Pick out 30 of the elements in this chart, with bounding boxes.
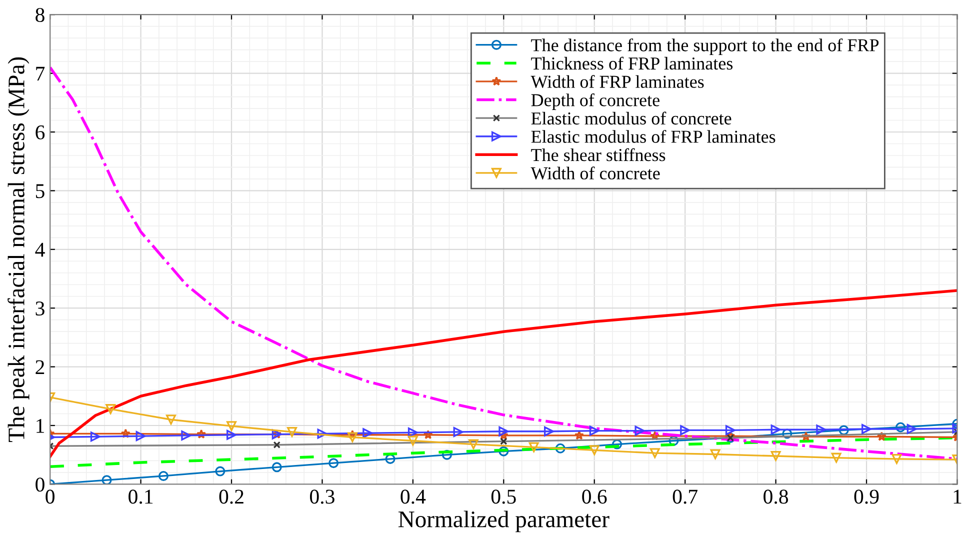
x-tick-label: 0.3: [310, 490, 334, 504]
y-tick-label: 3: [36, 302, 44, 316]
x-tick-label: 1: [954, 490, 962, 504]
legend-label: The shear stiffness: [531, 148, 666, 162]
x-axis-title: Normalized parameter: [398, 510, 610, 532]
legend-label: Elastic modulus of FRP laminates: [531, 130, 776, 143]
y-tick-label: 8: [36, 8, 44, 22]
x-tick-label: 0.4: [400, 490, 426, 504]
x-tick-label: 0.8: [764, 490, 788, 504]
legend-label: Width of FRP laminates: [530, 75, 704, 88]
x-tick-label: 0.7: [672, 490, 698, 504]
y-axis-title: The peak interfacial normal stress (MPa): [8, 57, 30, 442]
legend-label: Thickness of FRP laminates: [531, 56, 733, 70]
y-tick-label: 6: [36, 125, 45, 140]
x-tick-label: 0.5: [491, 490, 516, 504]
legend-label: Elastic modulus of concrete: [531, 112, 732, 125]
y-tick-label: 7: [36, 66, 45, 81]
y-tick-label: 4: [35, 242, 45, 257]
x-tick-label: 0: [46, 490, 54, 504]
y-tick-label: 5: [36, 184, 44, 198]
x-tick-label: 0.2: [219, 490, 244, 504]
x-tick-label: 0.6: [582, 490, 607, 504]
x-tick-label: 0.9: [854, 490, 879, 504]
y-tick-label: 1: [36, 418, 44, 433]
legend-label: Width of concrete: [530, 166, 660, 180]
y-tick-label: 2: [36, 360, 44, 374]
legend-label: The distance from the support to the end of FRP: [531, 38, 879, 55]
x-tick-label: 0.1: [128, 490, 153, 504]
legend-label: Depth of concrete: [531, 93, 660, 110]
y-tick-label: 0: [36, 478, 44, 492]
